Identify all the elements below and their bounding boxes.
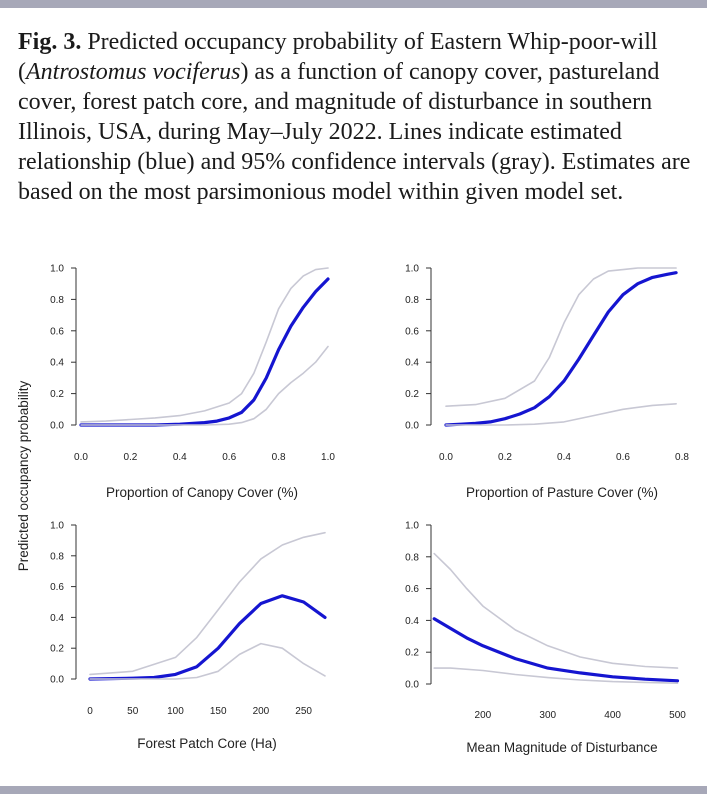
x-tick-label: 0.0 <box>439 452 453 463</box>
y-tick-label: 0.6 <box>405 584 419 595</box>
x-tick-label: 200 <box>475 710 492 721</box>
x-tick-label: 500 <box>669 710 686 721</box>
x-tick-label: 0 <box>87 706 93 717</box>
panel-1: 0.0 0.2 0.4 0.6 0.8 1.0 0.0 0.2 0.4 0.6 0.8 1.0 Prop… <box>50 264 335 501</box>
y-tick-label: 0.8 <box>50 295 64 306</box>
figure-caption: Fig. 3. Predicted occupancy probability … <box>18 27 694 207</box>
y-tick-label: 0.8 <box>405 295 419 306</box>
x-tick-label: 50 <box>127 706 139 717</box>
ci-lower-line <box>89 642 326 680</box>
y-tick-label: 0.4 <box>405 358 419 369</box>
x-tick-label: 250 <box>295 706 312 717</box>
y-tick-label: 0.4 <box>50 358 64 369</box>
estimate-line <box>432 617 680 683</box>
shared-y-axis-label: Predicted occupancy probability <box>16 380 31 571</box>
x-axis-label: Mean Magnitude of Disturbance <box>466 740 657 755</box>
x-tick-label: 0.4 <box>557 452 571 463</box>
panel-3: 0.0 0.2 0.4 0.6 0.8 1.0 0 50 100 150 200 250 Forest … <box>50 521 327 751</box>
y-tick-label: 1.0 <box>50 264 64 275</box>
y-tick-label: 0.2 <box>50 389 64 400</box>
x-tick-label: 200 <box>253 706 270 717</box>
y-tick-label: 0.6 <box>405 326 419 337</box>
y-tick-label: 0.4 <box>50 613 64 624</box>
y-tick-label: 0.2 <box>405 389 419 400</box>
x-tick-label: 0.2 <box>498 452 512 463</box>
y-tick-label: 0.2 <box>405 648 419 659</box>
ci-lower-line <box>445 402 677 426</box>
ci-upper-line <box>445 267 677 408</box>
x-tick-label: 400 <box>604 710 621 721</box>
estimate-line <box>79 277 330 427</box>
caption-text-1: Predicted occupancy probability of Easte… <box>18 29 658 85</box>
x-tick-label: 1.0 <box>321 452 335 463</box>
panel-4: 0.0 0.2 0.4 0.6 0.8 1.0 200 300 400 500 Mean Magni… <box>405 521 686 756</box>
y-tick-label: 0.4 <box>405 616 419 627</box>
x-axis-label: Proportion of Pasture Cover (%) <box>466 485 658 500</box>
y-tick-label: 1.0 <box>405 264 419 275</box>
ci-upper-line <box>433 552 679 669</box>
y-tick-label: 0.0 <box>405 421 419 432</box>
top-rule <box>0 0 707 8</box>
ci-lower-line <box>80 345 329 426</box>
y-tick-label: 0.6 <box>50 582 64 593</box>
x-tick-label: 0.2 <box>123 452 137 463</box>
x-tick-label: 100 <box>167 706 184 717</box>
y-tick-label: 0.2 <box>50 644 64 655</box>
y-tick-label: 0.8 <box>50 551 64 562</box>
x-axis-label: Proportion of Canopy Cover (%) <box>106 485 298 500</box>
x-tick-label: 300 <box>539 710 556 721</box>
ci-upper-line <box>80 267 329 423</box>
ci-upper-line <box>89 531 326 676</box>
bottom-rule <box>0 786 707 794</box>
y-tick-label: 1.0 <box>50 521 64 532</box>
estimate-line <box>444 271 678 427</box>
caption-text-2: ) as a function of canopy cover, pasture… <box>18 59 691 205</box>
y-tick-label: 0.0 <box>50 675 64 686</box>
x-tick-label: 0.8 <box>675 452 689 463</box>
y-tick-label: 0.0 <box>50 421 64 432</box>
y-tick-label: 0.0 <box>405 680 419 691</box>
x-tick-label: 150 <box>210 706 227 717</box>
x-tick-label: 0.6 <box>222 452 236 463</box>
x-tick-label: 0.4 <box>173 452 187 463</box>
y-tick-label: 0.8 <box>405 552 419 563</box>
panel-2: 0.0 0.2 0.4 0.6 0.8 1.0 0.0 0.2 0.4 0.6 0.8 Proport… <box>405 264 689 501</box>
y-tick-label: 0.6 <box>50 326 64 337</box>
y-tick-label: 1.0 <box>405 521 419 532</box>
estimate-line <box>88 594 327 681</box>
ci-lower-line <box>433 667 679 685</box>
species-name: Antrostomus vociferus <box>26 59 241 85</box>
x-tick-label: 0.8 <box>272 452 286 463</box>
x-tick-label: 0.6 <box>616 452 630 463</box>
x-axis-label: Forest Patch Core (Ha) <box>137 736 277 751</box>
x-tick-label: 0.0 <box>74 452 88 463</box>
figure-label: Fig. 3. <box>18 29 82 55</box>
